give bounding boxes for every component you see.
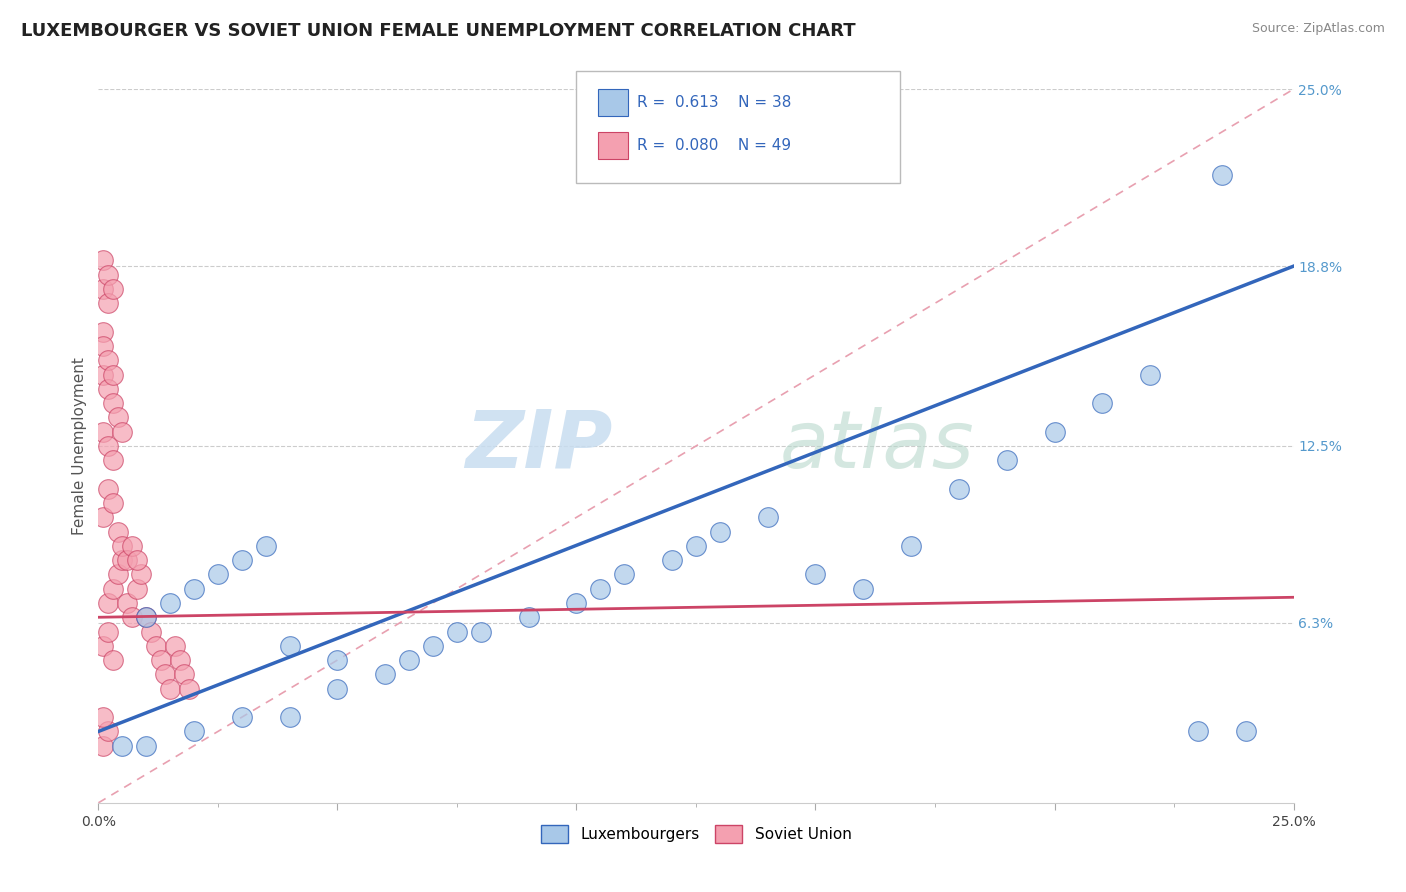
Point bbox=[107, 410, 129, 425]
Point bbox=[135, 739, 157, 753]
Point bbox=[207, 567, 229, 582]
Point bbox=[101, 396, 124, 410]
Point bbox=[91, 339, 114, 353]
Point bbox=[139, 624, 162, 639]
Point bbox=[91, 368, 114, 382]
Point bbox=[91, 425, 114, 439]
Point bbox=[422, 639, 444, 653]
Point bbox=[149, 653, 172, 667]
Point bbox=[107, 567, 129, 582]
Point bbox=[613, 567, 636, 582]
Point bbox=[91, 739, 114, 753]
Point bbox=[398, 653, 420, 667]
Point bbox=[97, 353, 120, 368]
Point bbox=[101, 368, 124, 382]
Point bbox=[121, 610, 143, 624]
Text: Source: ZipAtlas.com: Source: ZipAtlas.com bbox=[1251, 22, 1385, 36]
Point bbox=[756, 510, 779, 524]
Point bbox=[145, 639, 167, 653]
Point bbox=[91, 325, 114, 339]
Point bbox=[948, 482, 970, 496]
Point bbox=[101, 496, 124, 510]
Point bbox=[852, 582, 875, 596]
Point bbox=[179, 681, 201, 696]
Point bbox=[97, 724, 120, 739]
Point bbox=[517, 610, 540, 624]
Text: R =  0.613    N = 38: R = 0.613 N = 38 bbox=[637, 95, 792, 110]
Point bbox=[101, 282, 124, 296]
Point bbox=[173, 667, 195, 681]
Point bbox=[101, 453, 124, 467]
Point bbox=[1139, 368, 1161, 382]
Point bbox=[91, 282, 114, 296]
Point bbox=[163, 639, 186, 653]
Point bbox=[101, 582, 124, 596]
Point bbox=[685, 539, 707, 553]
Point bbox=[1091, 396, 1114, 410]
Point bbox=[661, 553, 683, 567]
Point bbox=[183, 582, 205, 596]
Point bbox=[97, 482, 120, 496]
Text: ZIP: ZIP bbox=[465, 407, 613, 485]
Point bbox=[135, 610, 157, 624]
Point bbox=[709, 524, 731, 539]
Point bbox=[91, 253, 114, 268]
Point bbox=[565, 596, 588, 610]
Point bbox=[231, 710, 253, 724]
Point bbox=[97, 382, 120, 396]
Point bbox=[97, 268, 120, 282]
Legend: Luxembourgers, Soviet Union: Luxembourgers, Soviet Union bbox=[534, 819, 858, 848]
Point bbox=[111, 739, 134, 753]
Point bbox=[1211, 168, 1233, 182]
Point bbox=[589, 582, 612, 596]
Point bbox=[374, 667, 396, 681]
Point bbox=[97, 624, 120, 639]
Point bbox=[470, 624, 492, 639]
Point bbox=[995, 453, 1018, 467]
Y-axis label: Female Unemployment: Female Unemployment bbox=[72, 357, 87, 535]
Point bbox=[183, 724, 205, 739]
Point bbox=[131, 567, 153, 582]
Point bbox=[115, 596, 138, 610]
Point bbox=[326, 681, 349, 696]
Point bbox=[900, 539, 922, 553]
Point bbox=[97, 439, 120, 453]
Point bbox=[107, 524, 129, 539]
Text: R =  0.080    N = 49: R = 0.080 N = 49 bbox=[637, 138, 792, 153]
Point bbox=[254, 539, 277, 553]
Point bbox=[111, 425, 134, 439]
Point bbox=[111, 553, 134, 567]
Point bbox=[115, 553, 138, 567]
Point bbox=[326, 653, 349, 667]
Point bbox=[125, 553, 148, 567]
Point bbox=[169, 653, 191, 667]
Point bbox=[101, 653, 124, 667]
Point bbox=[91, 710, 114, 724]
Point bbox=[97, 596, 120, 610]
Point bbox=[159, 596, 181, 610]
Point bbox=[97, 296, 120, 310]
Point bbox=[91, 510, 114, 524]
Text: atlas: atlas bbox=[779, 407, 974, 485]
Point bbox=[278, 639, 301, 653]
Point bbox=[91, 639, 114, 653]
Point bbox=[446, 624, 468, 639]
Text: LUXEMBOURGER VS SOVIET UNION FEMALE UNEMPLOYMENT CORRELATION CHART: LUXEMBOURGER VS SOVIET UNION FEMALE UNEM… bbox=[21, 22, 856, 40]
Point bbox=[159, 681, 181, 696]
Point bbox=[1234, 724, 1257, 739]
Point bbox=[278, 710, 301, 724]
Point bbox=[135, 610, 157, 624]
Point bbox=[1187, 724, 1209, 739]
Point bbox=[231, 553, 253, 567]
Point bbox=[804, 567, 827, 582]
Point bbox=[125, 582, 148, 596]
Point bbox=[111, 539, 134, 553]
Point bbox=[155, 667, 177, 681]
Point bbox=[121, 539, 143, 553]
Point bbox=[1043, 425, 1066, 439]
